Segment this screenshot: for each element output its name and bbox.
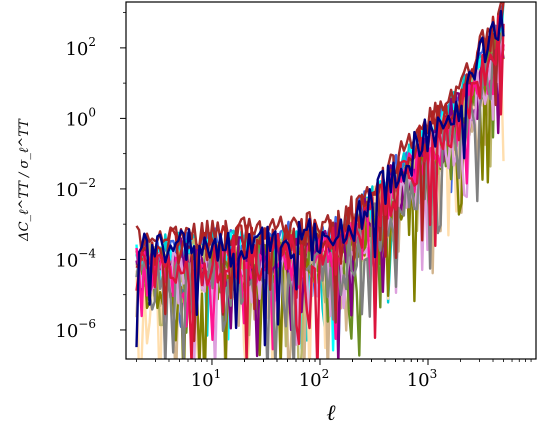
y-tick-exponent: −4 — [78, 246, 96, 260]
series-group — [135, 2, 505, 359]
y-tick-exponent: −6 — [78, 317, 96, 331]
x-tick-label: 102 — [299, 367, 330, 391]
series-line — [135, 9, 505, 348]
plot-frame — [125, 1, 537, 360]
y-tick-label: 10−4 — [55, 246, 96, 271]
y-tick-label: 10−2 — [55, 176, 96, 201]
y-axis-label: ΔC_ℓ^TT / σ_ℓ^TT — [17, 118, 32, 242]
y-tick-exponent: −2 — [78, 176, 96, 190]
x-tick-exponent: 1 — [214, 367, 222, 381]
y-tick-label: 10−6 — [55, 317, 96, 342]
y-tick-exponent: 2 — [88, 35, 96, 49]
x-tick-label: 101 — [191, 367, 222, 391]
y-tick-label: 100 — [65, 105, 96, 130]
y-tick-exponent: 0 — [88, 105, 96, 119]
x-axis-label: ℓ — [326, 401, 336, 426]
x-tick-exponent: 3 — [430, 367, 438, 381]
x-tick-exponent: 2 — [322, 367, 330, 381]
y-tick-label: 102 — [65, 35, 96, 60]
x-tick-label: 103 — [407, 367, 438, 391]
